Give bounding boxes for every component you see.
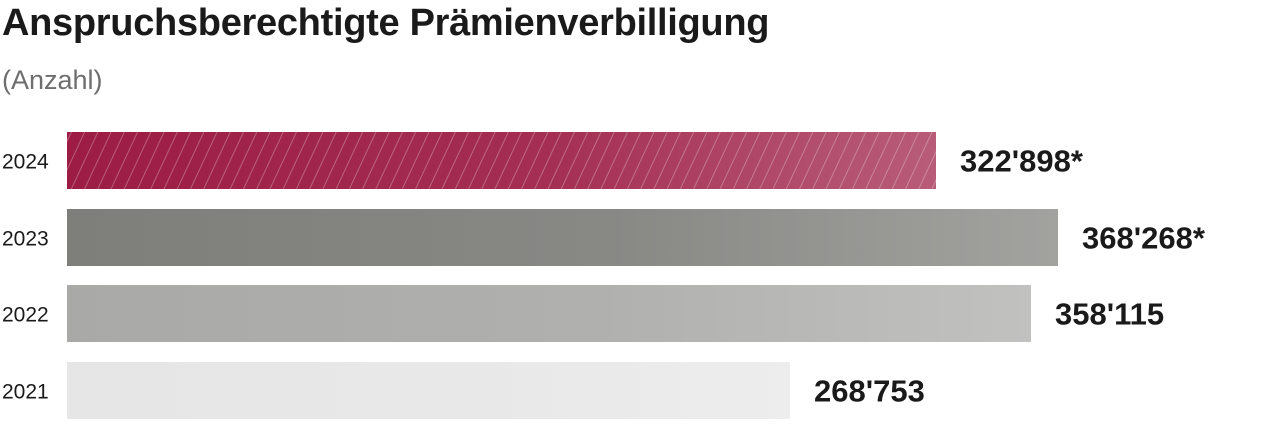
year-label-2024: 2024 <box>2 151 49 174</box>
year-label-2023: 2023 <box>2 228 49 251</box>
year-label-2022: 2022 <box>2 304 49 327</box>
value-label-2022: 358'115 <box>1055 297 1164 332</box>
chart-title: Anspruchsberechtigte Prämienverbilligung <box>2 2 770 44</box>
value-label-2023: 368'268* <box>1082 221 1206 256</box>
bar-2022 <box>67 285 1031 342</box>
value-label-2021: 268'753 <box>814 374 925 409</box>
chart-subtitle: (Anzahl) <box>2 65 103 95</box>
bar-hatch-2024 <box>67 132 936 189</box>
value-label-2024: 322'898* <box>960 144 1084 179</box>
year-label-2021: 2021 <box>2 381 49 404</box>
bar-2021 <box>67 362 790 419</box>
bar-2023 <box>67 209 1058 266</box>
